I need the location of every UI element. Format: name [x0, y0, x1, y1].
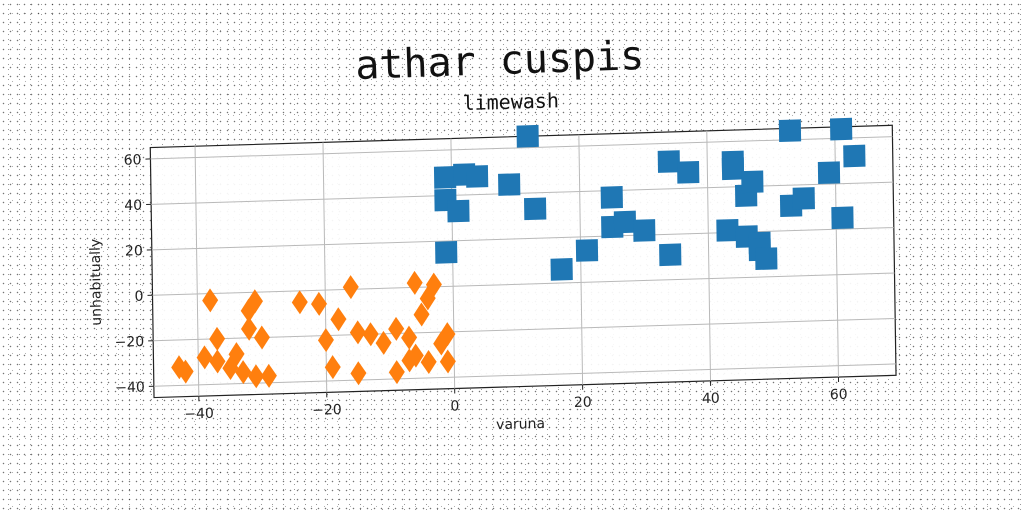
series-1-point	[209, 349, 226, 374]
series-1-point	[291, 290, 308, 315]
series-0-point	[829, 117, 853, 141]
series-1-point	[388, 360, 405, 385]
series-1-point	[248, 364, 265, 389]
x-axis-label: varuna	[496, 416, 545, 433]
series-0-point	[721, 157, 745, 181]
series-1-point	[406, 270, 423, 295]
x-tick-label: 0	[450, 398, 459, 414]
x-tick-label: 40	[702, 391, 720, 408]
series-1-point	[420, 350, 437, 375]
series-0-point	[516, 124, 539, 148]
series-0-point	[465, 165, 489, 188]
series-0-point	[817, 161, 841, 185]
series-0-point	[755, 247, 778, 271]
series-1-point	[240, 316, 257, 341]
series-1-point	[350, 361, 367, 386]
series-1-point	[196, 345, 213, 370]
series-1-point	[222, 355, 239, 380]
series-1-point	[240, 298, 257, 323]
series-0-point	[677, 161, 700, 184]
series-0-point	[613, 210, 637, 234]
y-grid-line	[153, 317, 896, 342]
series-1-point	[413, 302, 430, 327]
x-tick-label: −40	[184, 406, 214, 423]
series-1-point	[349, 320, 366, 345]
y-axis-label: unhabitually	[88, 239, 105, 326]
y-grid-line	[150, 136, 893, 160]
y-tick-label: 60	[124, 152, 142, 169]
series-0-point	[550, 258, 573, 281]
series-1-point	[228, 342, 245, 367]
series-0-point	[523, 197, 547, 221]
x-tick-label: 60	[830, 387, 848, 404]
y-grid-line	[151, 181, 894, 205]
series-1-point	[253, 325, 270, 350]
series-1-point	[324, 355, 341, 380]
series-0-point	[447, 199, 470, 223]
series-1-point	[246, 289, 263, 314]
series-0-point	[575, 239, 599, 262]
series-0-point	[831, 206, 854, 230]
series-1-point	[425, 272, 442, 297]
series-1-point	[375, 330, 392, 355]
y-tick-label: 20	[125, 243, 143, 260]
series-0-point	[843, 144, 866, 168]
y-tick-label: 0	[134, 289, 143, 305]
series-1-point	[439, 322, 456, 347]
series-1-point	[202, 288, 219, 313]
y-tick-label: 40	[124, 198, 142, 215]
series-0-point	[659, 243, 682, 267]
data-series	[171, 117, 866, 389]
series-1-point	[260, 363, 277, 388]
x-grid-line	[706, 130, 712, 381]
series-0-point	[433, 166, 457, 189]
series-1-point	[407, 343, 424, 368]
series-1-point	[419, 286, 436, 311]
axis-ticks: −40 −20 0 20 40 60 −40 −20 0 20 40 60	[115, 152, 848, 423]
series-1-point	[439, 349, 456, 374]
series-1-point	[311, 291, 328, 316]
series-1-point	[330, 307, 347, 332]
y-tick-label: −40	[115, 379, 145, 396]
series-1-point	[433, 331, 450, 356]
series-0-point	[716, 218, 739, 242]
y-grid-line	[153, 363, 896, 387]
series-1-point	[362, 322, 379, 347]
series-0-point	[498, 173, 521, 196]
series-0-point	[778, 119, 802, 142]
x-grid-line	[194, 146, 200, 397]
y-tick-label: −20	[115, 334, 145, 351]
plot-frame	[149, 124, 897, 399]
x-tick-label: 20	[574, 394, 592, 411]
series-1-point	[401, 348, 418, 373]
x-tick-label: −20	[312, 402, 342, 419]
series-0-point	[633, 219, 656, 242]
series-1-point	[342, 275, 359, 300]
series-0-point	[657, 150, 681, 173]
series-1-point	[317, 328, 334, 353]
series-1-point	[209, 326, 226, 351]
series-1-point	[177, 359, 194, 384]
series-0-point	[741, 170, 764, 194]
series-1-point	[401, 325, 418, 350]
series-0-point	[792, 187, 815, 210]
series-1-point	[235, 360, 252, 385]
y-grid-line	[152, 272, 895, 296]
y-grid-line	[151, 227, 894, 251]
series-1-point	[388, 316, 405, 341]
series-0-point	[600, 186, 623, 209]
chart-title: limewash	[462, 88, 559, 115]
series-0-point	[435, 241, 458, 264]
